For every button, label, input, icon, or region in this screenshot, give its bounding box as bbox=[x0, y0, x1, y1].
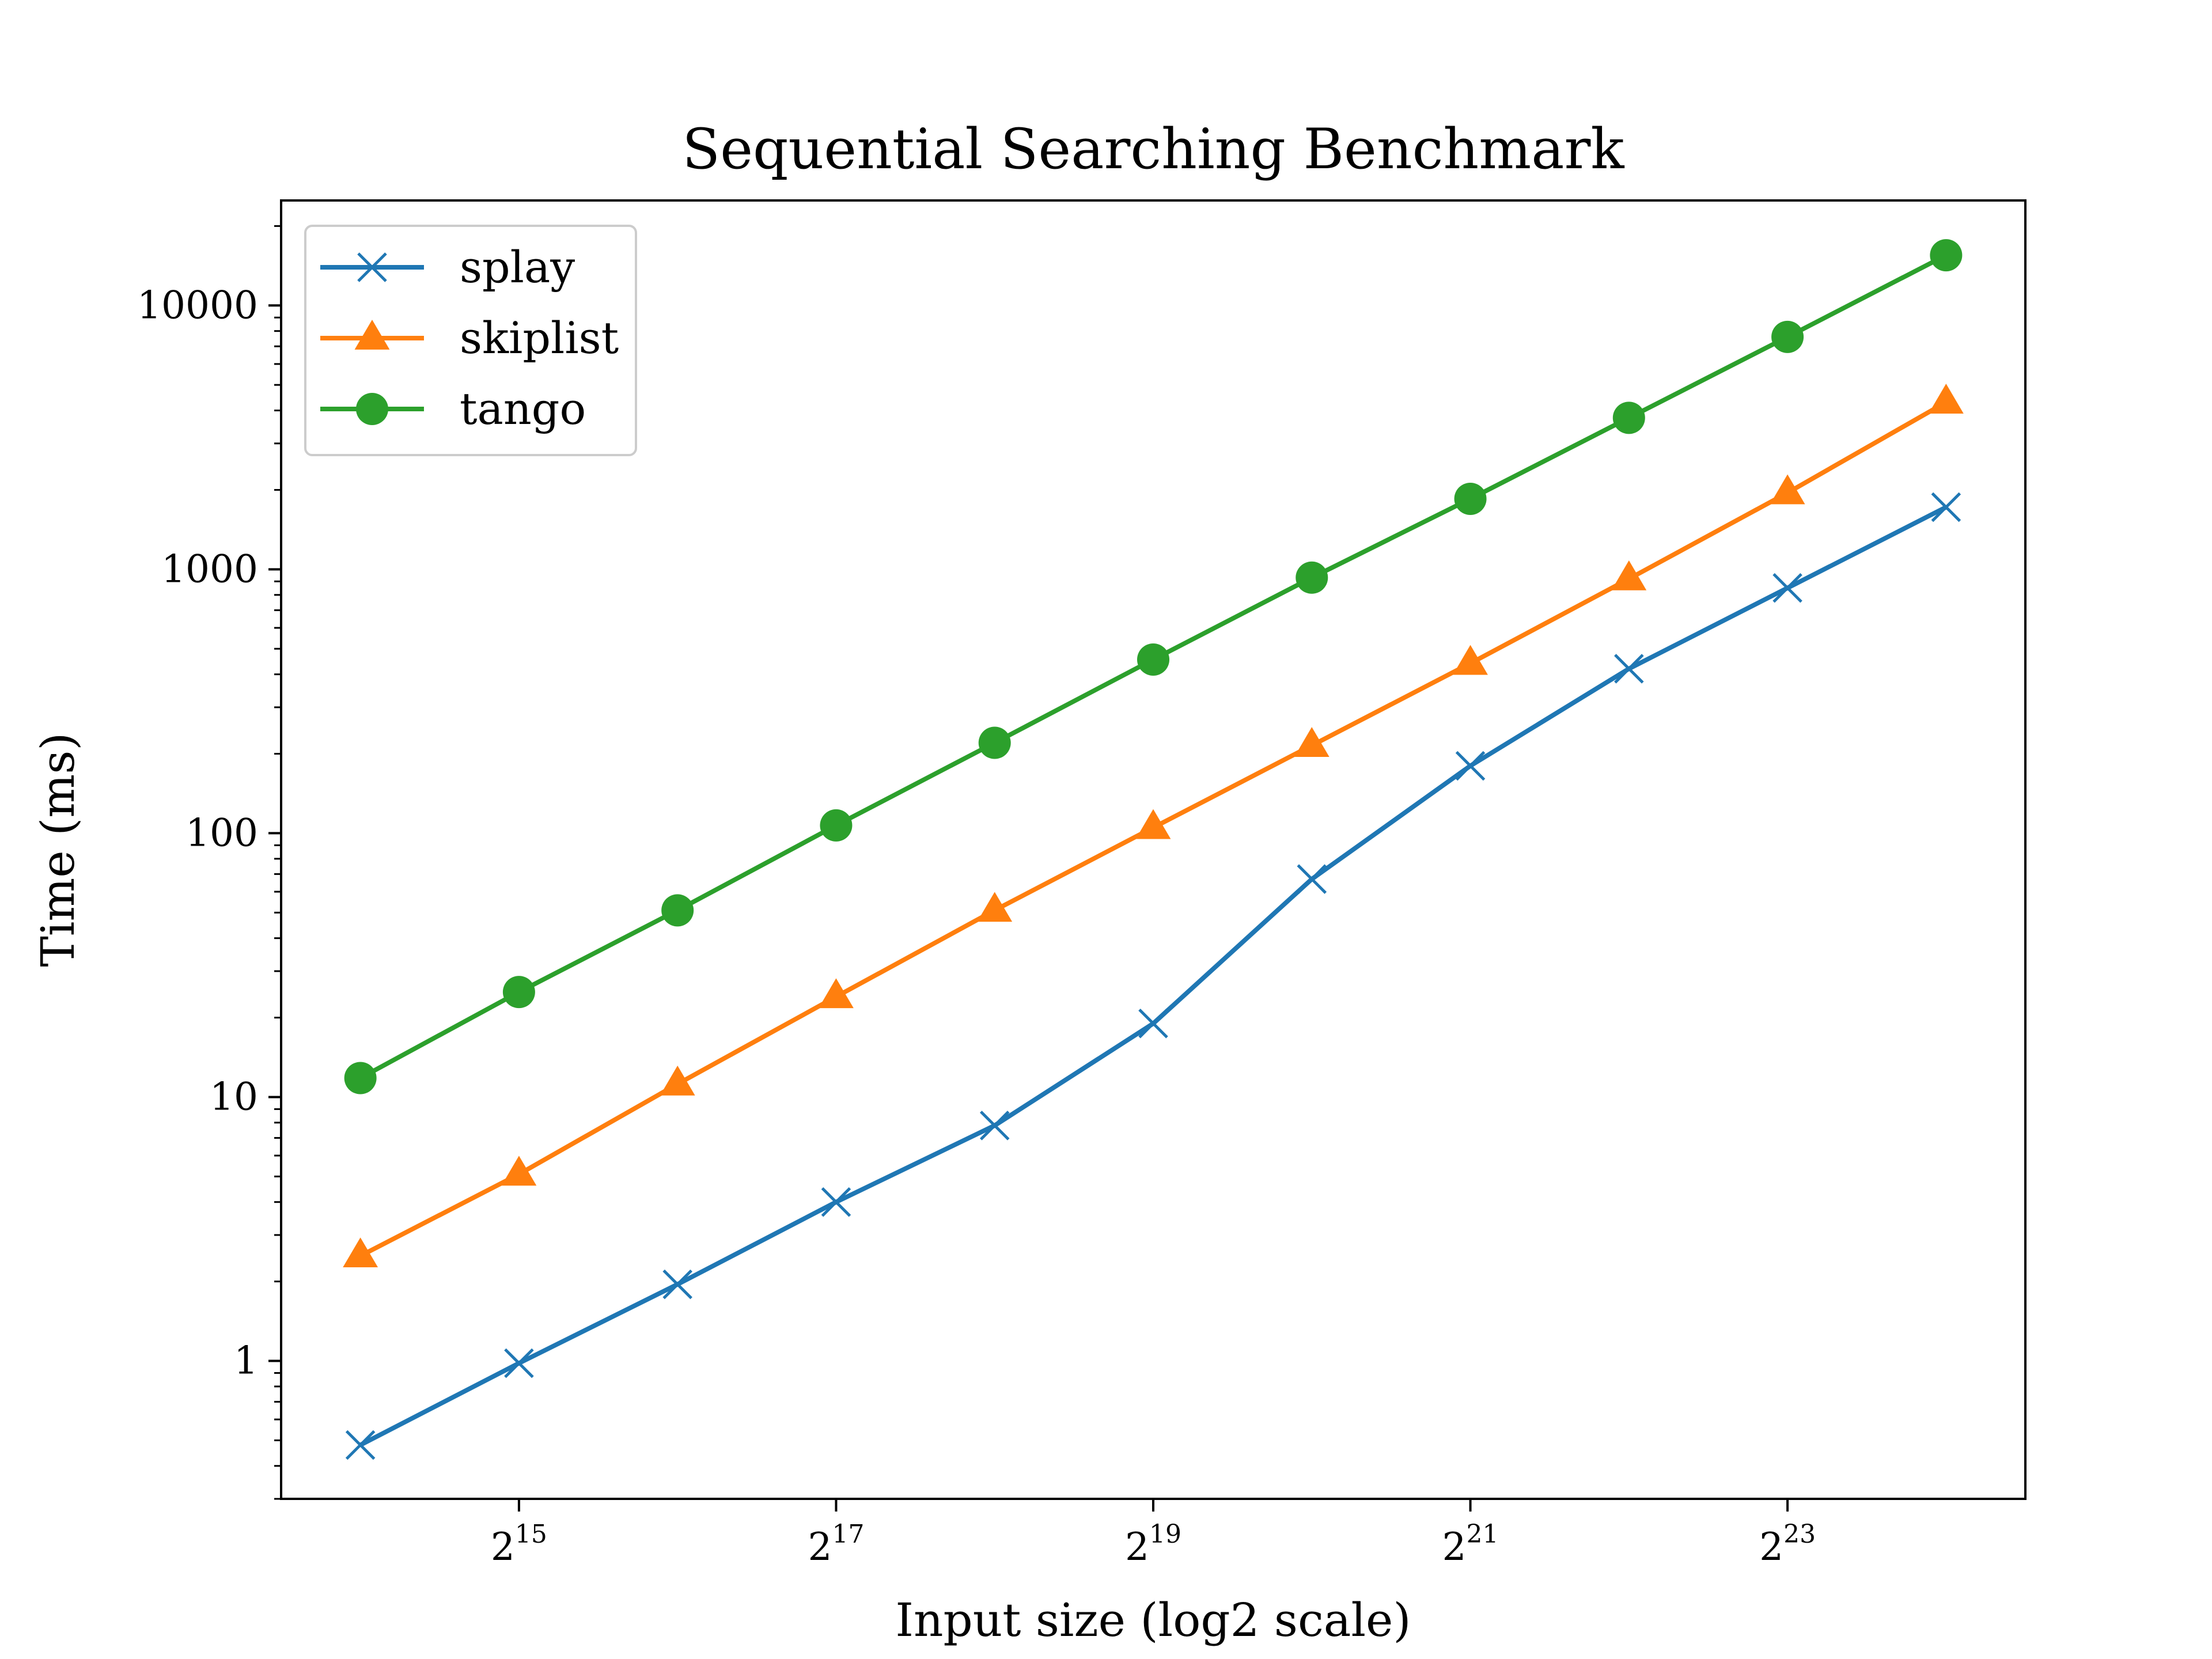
y-axis-label: Time (ms) bbox=[31, 733, 85, 967]
data-point-skiplist bbox=[1611, 560, 1647, 590]
x-tick-label: 219 bbox=[1125, 1520, 1181, 1569]
x-tick-label: 217 bbox=[808, 1520, 864, 1569]
series-skiplist bbox=[343, 384, 1964, 1268]
data-point-splay bbox=[1297, 864, 1327, 894]
legend-marker-skiplist bbox=[354, 320, 390, 350]
y-tick-label: 1000 bbox=[161, 547, 258, 591]
data-point-splay bbox=[345, 1430, 376, 1460]
data-point-tango bbox=[1612, 402, 1645, 434]
legend-box bbox=[304, 225, 637, 456]
legend-entry-skiplist: skiplist bbox=[320, 312, 619, 363]
data-point-tango bbox=[1454, 482, 1487, 515]
x-axis: 215 217 219 221 223 bbox=[491, 1499, 1816, 1569]
data-point-tango bbox=[661, 894, 694, 927]
legend-label: splay bbox=[460, 241, 575, 293]
data-point-splay bbox=[1931, 492, 1961, 522]
legend-label: tango bbox=[460, 383, 586, 434]
y-tick-label: 10000 bbox=[137, 283, 258, 327]
x-tick-label: 215 bbox=[491, 1520, 547, 1569]
data-point-splay bbox=[662, 1269, 692, 1300]
data-point-skiplist bbox=[1770, 474, 1805, 505]
legend-entry-splay: splay bbox=[320, 241, 575, 293]
y-axis: 1 10 100 1000 10000 bbox=[137, 225, 281, 1500]
y-tick-label: 1 bbox=[234, 1338, 258, 1382]
data-point-tango bbox=[820, 809, 853, 842]
data-point-skiplist bbox=[977, 892, 1013, 922]
data-point-skiplist bbox=[1294, 727, 1330, 757]
data-point-skiplist bbox=[1135, 809, 1171, 839]
data-point-skiplist bbox=[819, 978, 854, 1009]
data-point-skiplist bbox=[1928, 384, 1964, 414]
data-point-splay bbox=[821, 1187, 851, 1217]
data-point-tango bbox=[1296, 561, 1328, 594]
data-point-tango bbox=[978, 726, 1011, 759]
legend: splay skiplist tango bbox=[304, 225, 637, 456]
data-point-splay bbox=[1138, 1008, 1168, 1039]
data-point-splay bbox=[1614, 654, 1644, 684]
data-point-splay bbox=[979, 1111, 1010, 1141]
y-tick-label: 100 bbox=[185, 810, 258, 855]
data-point-tango bbox=[1771, 320, 1804, 353]
data-point-skiplist bbox=[343, 1237, 378, 1268]
legend-entry-tango: tango bbox=[320, 383, 586, 434]
series-splay bbox=[345, 492, 1961, 1460]
data-point-skiplist bbox=[660, 1065, 695, 1096]
series-tango bbox=[344, 239, 1963, 1094]
data-point-splay bbox=[1455, 751, 1486, 781]
data-point-tango bbox=[502, 976, 535, 1009]
data-point-tango bbox=[1930, 239, 1963, 272]
x-tick-label: 223 bbox=[1759, 1520, 1816, 1569]
x-tick-label: 221 bbox=[1442, 1520, 1499, 1569]
series-layer bbox=[343, 239, 1964, 1460]
legend-marker-tango bbox=[356, 393, 388, 425]
data-point-skiplist bbox=[1453, 645, 1488, 675]
legend-marker-splay bbox=[357, 252, 387, 282]
data-point-tango bbox=[344, 1062, 377, 1094]
data-point-skiplist bbox=[501, 1156, 537, 1186]
chart-title: Sequential Searching Benchmark bbox=[682, 117, 1624, 181]
y-tick-label: 10 bbox=[210, 1074, 258, 1119]
data-point-tango bbox=[1137, 643, 1170, 676]
data-point-splay bbox=[504, 1348, 534, 1378]
x-axis-label: Input size (log2 scale) bbox=[895, 1593, 1411, 1647]
legend-label: skiplist bbox=[460, 312, 619, 363]
data-point-splay bbox=[1772, 573, 1802, 603]
